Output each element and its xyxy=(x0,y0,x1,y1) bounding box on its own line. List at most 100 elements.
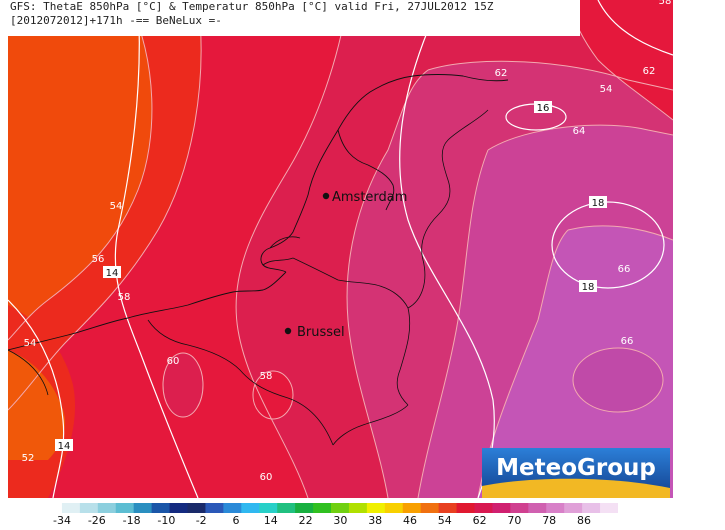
colorbar xyxy=(44,503,618,513)
contour-label-text: 58 xyxy=(659,0,672,7)
colorbar-tick-label: 62 xyxy=(472,514,487,527)
temperature-label: 14 xyxy=(103,266,121,279)
contour-label-text: 58 xyxy=(118,292,131,303)
colorbar-swatch xyxy=(97,503,117,513)
thetae-label: 64 xyxy=(573,126,586,137)
colorbar-swatch xyxy=(205,503,224,513)
temperature-contours xyxy=(8,0,673,498)
colorbar-swatch xyxy=(546,503,565,513)
colorbar-swatch xyxy=(223,503,242,513)
city-marker xyxy=(322,192,330,200)
contour-label-text: 54 xyxy=(24,338,37,349)
contour-label-text: 64 xyxy=(573,126,586,137)
colorbar-swatch xyxy=(187,503,206,513)
colorbar-tick-label: 46 xyxy=(403,514,417,527)
thetae-label: 60 xyxy=(167,356,180,367)
colorbar-tick-label: -2 xyxy=(195,514,207,527)
colorbar-tick-label: 70 xyxy=(507,514,522,527)
temperature-label: 14 xyxy=(55,439,73,452)
contour-label-text: 16 xyxy=(537,103,550,114)
thetae-label: 54 xyxy=(110,201,123,212)
thetae-label: 66 xyxy=(618,264,631,275)
contour-label-text: 62 xyxy=(643,66,656,77)
colorbar-swatch xyxy=(438,503,458,513)
thetae-label: 66 xyxy=(621,336,634,347)
contour-label-text: 66 xyxy=(621,336,634,347)
contour-label-text: 58 xyxy=(260,371,273,382)
colorbar-tick-label: 38 xyxy=(368,514,383,527)
colorbar-swatch xyxy=(313,503,332,513)
colorbar-swatch xyxy=(564,503,583,513)
colorbar-swatch xyxy=(277,503,296,513)
temperature-label: 18 xyxy=(589,196,607,209)
thetae-label: 54 xyxy=(600,84,613,95)
contour-label-text: 60 xyxy=(260,472,273,483)
colorbar-swatch xyxy=(600,503,618,513)
contour-label-text: 14 xyxy=(58,441,71,452)
colorbar-tick-label: -34 xyxy=(53,514,71,527)
colorbar-swatch xyxy=(456,503,475,513)
field-66 xyxy=(478,225,673,498)
thetae-label: 58 xyxy=(260,371,273,382)
colorbar-swatch xyxy=(384,503,404,513)
field-west-orange xyxy=(8,0,152,340)
contour-label-text: 54 xyxy=(110,201,123,212)
colorbar-tick-label: 86 xyxy=(577,514,591,527)
city-label: Amsterdam xyxy=(332,190,407,205)
field-58-blob xyxy=(253,371,293,419)
contour-label-text: 52 xyxy=(22,453,35,464)
colorbar-swatch xyxy=(79,503,99,513)
contour-label-text: 18 xyxy=(582,282,595,293)
contour-label-text: 62 xyxy=(495,68,508,79)
colorbar-tick-label: 6 xyxy=(232,514,240,527)
colorbar-ticks: -34 -26 -18 -10 -2 6 14 22 30 38 46 54 62 70 78 86 xyxy=(0,514,725,530)
colorbar-tick-label: 78 xyxy=(542,514,557,527)
colorbar-tick-label: 54 xyxy=(437,514,452,527)
colorbar-swatch xyxy=(295,503,314,513)
field-sw-orange xyxy=(8,350,66,460)
colorbar-swatch xyxy=(115,503,135,513)
colorbar-swatch xyxy=(331,503,350,513)
field-66-blob xyxy=(573,348,663,412)
colorbar-swatch xyxy=(528,503,547,513)
coastlines xyxy=(8,74,509,351)
colorbar-swatch xyxy=(241,503,260,513)
meteogroup-logo: MeteoGroup xyxy=(482,448,670,498)
logo-text: MeteoGroup xyxy=(496,455,656,481)
city-marker xyxy=(284,327,292,335)
colorbar-swatch xyxy=(169,503,188,513)
contour-label-text: 18 xyxy=(592,198,605,209)
field-ne-red xyxy=(568,0,673,120)
colorbar-swatch xyxy=(259,503,278,513)
contour-label-text: 56 xyxy=(92,254,105,265)
field-60-blob xyxy=(163,353,203,417)
colorbar-swatch xyxy=(420,503,440,513)
colorbar-swatch xyxy=(510,503,529,513)
colorbar-tick-label: -18 xyxy=(122,514,141,527)
colorbar-tick-label: 14 xyxy=(263,514,278,527)
thetae-label: 54 xyxy=(24,338,37,349)
colorbar-swatch xyxy=(366,503,386,513)
header-subtitle: [2012072012]+171h -== BeNeLux =- xyxy=(10,14,222,27)
contour-label-text: 14 xyxy=(106,268,119,279)
colorbar-swatch xyxy=(61,503,81,513)
colorbar-swatch xyxy=(44,503,63,513)
temperature-label: 16 xyxy=(534,101,552,114)
city-brussel: Brussel xyxy=(284,325,345,340)
colorbar-swatch xyxy=(133,503,153,513)
city-amsterdam: Amsterdam xyxy=(322,190,407,205)
colorbar-tick-label: 22 xyxy=(298,514,313,527)
colorbar-tick-label: 30 xyxy=(333,514,348,527)
thetae-label: 62 xyxy=(643,66,656,77)
thetae-label: 52 xyxy=(22,453,35,464)
thetae-label: 62 xyxy=(495,68,508,79)
colorbar-swatch xyxy=(474,503,493,513)
contour-label-text: 54 xyxy=(600,84,613,95)
temperature-label: 18 xyxy=(579,280,597,293)
contour-label-text: 66 xyxy=(618,264,631,275)
colorbar-swatch xyxy=(151,503,171,513)
thetae-label: 60 xyxy=(260,472,273,483)
header-title: GFS: ThetaE 850hPa [°C] & Temperatur 850… xyxy=(10,0,494,13)
colorbar-swatch xyxy=(492,503,511,513)
colorbar-tick-label: -26 xyxy=(87,514,106,527)
